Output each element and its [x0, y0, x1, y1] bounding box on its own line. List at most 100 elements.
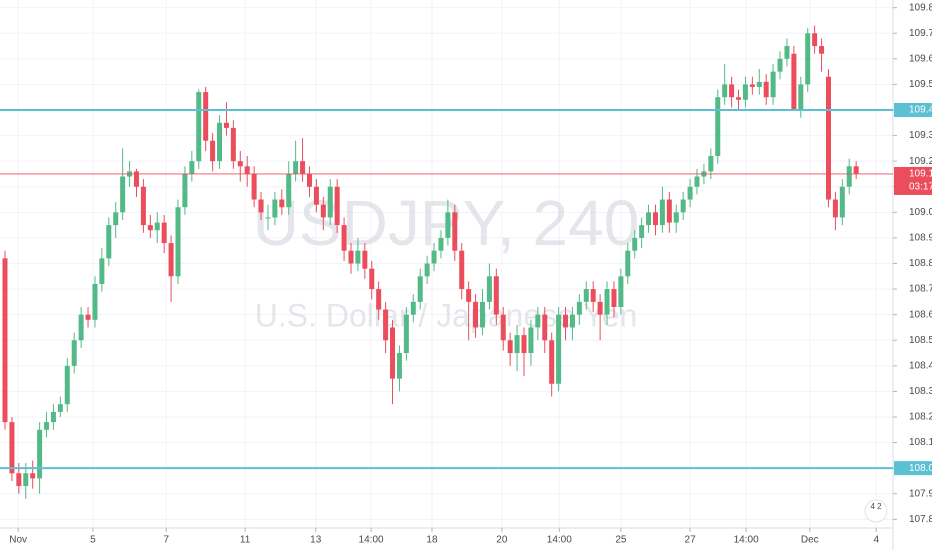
candle-body: [694, 176, 700, 187]
candle-body: [639, 225, 645, 238]
y-tick-label: 109.300: [909, 130, 932, 141]
candle-body: [576, 301, 582, 315]
candle-body: [410, 301, 416, 315]
candle-body: [756, 81, 762, 87]
candle-body: [805, 33, 811, 85]
last-price-label: 109.150: [909, 169, 932, 180]
candle-body: [2, 258, 8, 423]
candle-body: [23, 473, 29, 487]
candle-body: [369, 268, 375, 290]
candle-body: [445, 212, 451, 238]
y-tick-label: 108.200: [909, 412, 932, 423]
y-tick-label: 108.600: [909, 309, 932, 320]
candle-body: [168, 243, 174, 277]
candle-body: [196, 92, 202, 162]
candle-body: [590, 289, 596, 302]
candle-body: [563, 314, 569, 328]
candle-body: [161, 222, 167, 244]
candle-body: [64, 365, 70, 405]
candle-body: [715, 97, 721, 157]
candle-body: [272, 199, 278, 218]
y-tick-label: 108.100: [909, 437, 932, 448]
candle-body: [466, 289, 472, 302]
candle-body: [244, 166, 250, 174]
candle-body: [182, 173, 188, 208]
candle-body: [646, 212, 652, 226]
candle-body: [327, 186, 333, 218]
y-tick-label: 109.200: [909, 156, 932, 167]
candle-body: [618, 276, 624, 307]
candle-body: [78, 314, 84, 341]
candle-body: [549, 340, 555, 384]
candle-body: [175, 207, 181, 277]
candle-body: [286, 173, 292, 208]
x-tick-label: 13: [310, 535, 322, 546]
countdown: 03:17:26: [909, 182, 932, 193]
candle-body: [154, 222, 160, 231]
candle-body: [729, 84, 735, 98]
candle-body: [542, 314, 548, 341]
candle-body: [853, 166, 859, 174]
x-tick-label: Dec: [801, 535, 819, 546]
candle-body: [16, 473, 22, 487]
badge[interactable]: [864, 499, 888, 523]
candle-body: [819, 46, 825, 54]
candle-body: [666, 199, 672, 223]
candle-body: [438, 237, 444, 251]
y-tick-label: 109.000: [909, 207, 932, 218]
candle-body: [569, 314, 575, 328]
candle-body: [210, 140, 216, 162]
candle-body: [625, 250, 631, 277]
candle-body: [680, 199, 686, 213]
candle-body: [44, 422, 50, 430]
y-tick-label: 108.700: [909, 284, 932, 295]
candle-body: [376, 289, 382, 310]
candle-body: [763, 81, 769, 98]
candle-body: [556, 314, 562, 384]
candle-body: [9, 422, 15, 474]
candle-body: [736, 97, 742, 100]
candle-body: [57, 404, 63, 412]
x-tick-label: 4: [873, 535, 879, 546]
candle-body: [500, 314, 506, 341]
candle-body: [825, 76, 831, 200]
candle-body: [230, 127, 236, 162]
level-label: 108.000: [909, 463, 932, 474]
y-tick-label: 109.800: [909, 2, 932, 13]
y-tick-label: 109.500: [909, 79, 932, 90]
candle-body: [147, 225, 153, 231]
candle-body: [722, 84, 728, 98]
candle-body: [493, 276, 499, 315]
candle-body: [452, 212, 458, 251]
candle-body: [604, 289, 610, 315]
candle-body: [791, 53, 797, 111]
y-tick-label: 108.900: [909, 233, 932, 244]
x-tick-label: 14:00: [734, 535, 759, 546]
candle-body: [673, 212, 679, 223]
candle-body: [396, 353, 402, 379]
candle-body: [133, 171, 139, 187]
candle-body: [832, 199, 838, 218]
candle-body: [687, 186, 693, 200]
candle-body: [85, 314, 91, 320]
candle-body: [334, 186, 340, 226]
candle-body: [320, 204, 326, 218]
level-label-box: [894, 461, 932, 476]
candle-body: [611, 289, 617, 307]
candle-body: [217, 122, 223, 162]
candle-body: [258, 199, 264, 213]
y-tick-label: 108.500: [909, 335, 932, 346]
x-tick-label: 14:00: [359, 535, 384, 546]
candle-body: [507, 340, 513, 354]
candle-body: [459, 250, 465, 290]
x-tick-label: 14:00: [547, 535, 572, 546]
candle-body: [313, 186, 319, 205]
candle-body: [355, 250, 361, 264]
candle-body: [632, 237, 638, 251]
candle-body: [383, 309, 389, 341]
candle-body: [403, 314, 409, 354]
candle-body: [742, 84, 748, 100]
candle-body: [652, 212, 658, 226]
candle-body: [784, 46, 790, 59]
candle-body: [514, 335, 520, 354]
